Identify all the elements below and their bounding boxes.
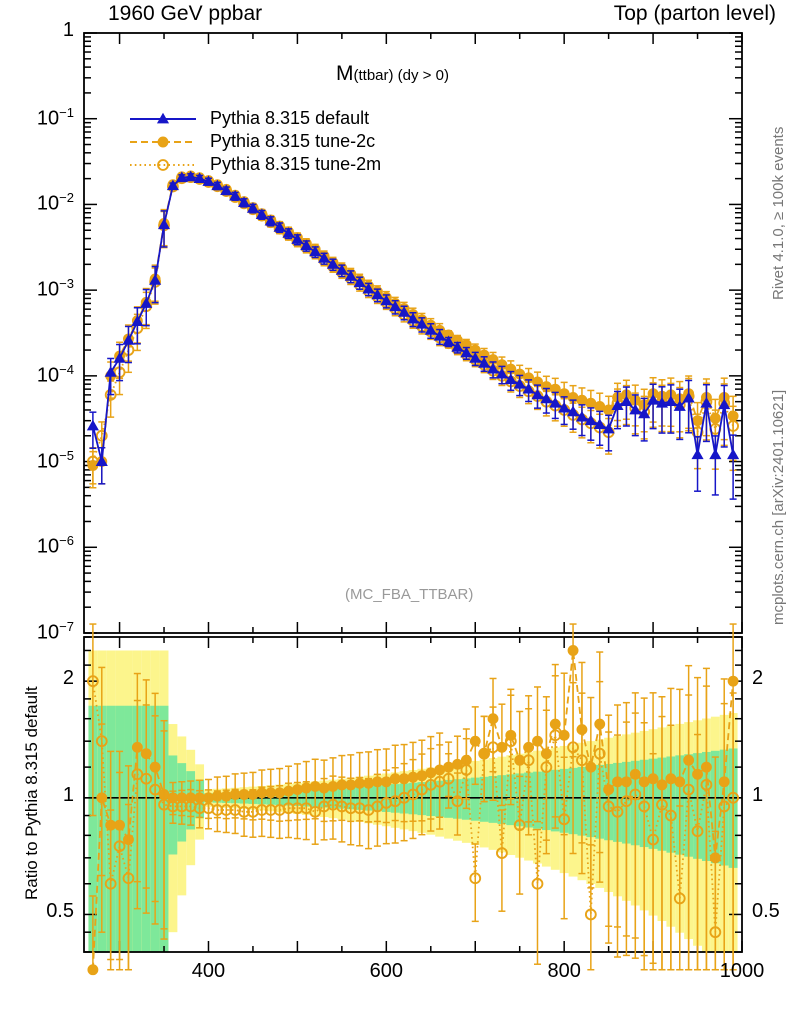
ratio-y-tick-label: 0.5 xyxy=(752,900,780,923)
plot-title-main: M xyxy=(336,62,354,85)
main-y-tick-label: 10−7 xyxy=(36,619,74,644)
main-y-tick-label: 10−4 xyxy=(36,361,74,387)
x-tick-label: 1000 xyxy=(719,960,765,982)
main-panel-series[interactable] xyxy=(86,170,740,500)
legend-markers xyxy=(130,112,196,171)
ratio-y-tick-label: 2 xyxy=(752,667,764,690)
ratio-y-tick-label: 1 xyxy=(62,783,74,806)
axis-frames xyxy=(83,32,743,953)
main-y-tick-label: 1 xyxy=(62,19,74,41)
main-y-tick-label: 10−2 xyxy=(36,190,74,216)
plot-title-sub: (ttbar) (dy > 0) xyxy=(353,67,449,84)
legend-entry-label: Pythia 8.315 tune-2c xyxy=(210,131,376,151)
header-right-label: Top (parton level) xyxy=(613,2,776,25)
x-tick-label: 800 xyxy=(547,960,581,982)
mcplots-source-label: mcplots.cern.ch [arXiv:2401.10621] xyxy=(770,389,786,625)
main-y-tick-label: 10−5 xyxy=(36,447,74,473)
ratio-y-tick-label: 2 xyxy=(62,667,74,690)
main-y-tick-label: 10−3 xyxy=(36,276,74,301)
axis-ticks xyxy=(84,32,743,953)
ratio-panel-series[interactable] xyxy=(87,623,739,976)
ratio-y-tick-label: 1 xyxy=(752,783,764,806)
legend-entry-label: Pythia 8.315 tune-2m xyxy=(210,154,382,174)
ratio-axis-label: Ratio to Pythia 8.315 default xyxy=(22,686,41,900)
analysis-watermark: (MC_FBA_TTBAR) xyxy=(345,586,474,603)
x-tick-label: 600 xyxy=(369,960,403,982)
header-left-label: 1960 GeV ppbar xyxy=(108,2,263,25)
rivet-version-label: Rivet 4.1.0, ≥ 100k events xyxy=(770,126,786,300)
main-y-tick-label: 10−6 xyxy=(36,533,74,558)
main-y-tick-label: 10−1 xyxy=(36,104,74,130)
ratio-y-tick-label: 0.5 xyxy=(46,900,74,923)
x-tick-label: 400 xyxy=(191,960,226,982)
plot-title: M(ttbar) (dy > 0) xyxy=(336,62,449,86)
legend-entry-label: Pythia 8.315 default xyxy=(210,108,370,128)
